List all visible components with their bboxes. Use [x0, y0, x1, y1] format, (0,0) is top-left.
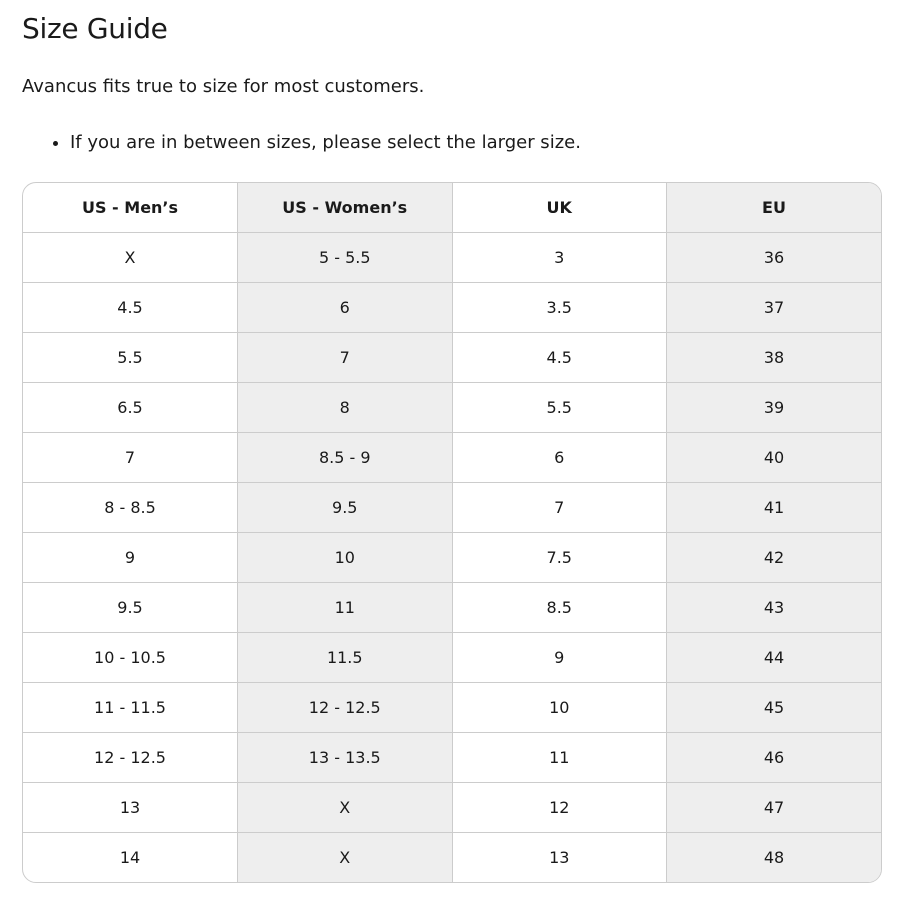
table-cell: 37	[666, 282, 881, 333]
table-row: 13 X 12 47	[23, 782, 881, 833]
table-cell: 4.5	[451, 332, 667, 383]
page-title: Size Guide	[22, 12, 168, 45]
table-cell: 13 - 13.5	[237, 732, 453, 783]
table-cell: 44	[666, 632, 881, 683]
table-cell: 11	[451, 732, 667, 783]
table-row: 11 - 11.5 12 - 12.5 10 45	[23, 682, 881, 733]
table-cell: 7	[451, 482, 667, 533]
table-cell: 6	[237, 282, 453, 333]
table-cell: 46	[666, 732, 881, 783]
table-cell: 7	[23, 432, 238, 483]
table-cell: 12	[451, 782, 667, 833]
table-cell: 5 - 5.5	[237, 232, 453, 283]
table-row: 9.5 11 8.5 43	[23, 582, 881, 633]
table-cell: X	[237, 782, 453, 833]
table-row: 6.5 8 5.5 39	[23, 382, 881, 433]
table-cell: 38	[666, 332, 881, 383]
table-cell: 5.5	[451, 382, 667, 433]
table-cell: 3.5	[451, 282, 667, 333]
table-row: 14 X 13 48	[23, 832, 881, 882]
table-cell: 12 - 12.5	[237, 682, 453, 733]
table-cell: 11 - 11.5	[23, 682, 238, 733]
intro-text: Avancus fits true to size for most custo…	[22, 76, 425, 97]
tips-list: If you are in between sizes, please sele…	[50, 132, 581, 153]
table-cell: 11	[237, 582, 453, 633]
table-row: 12 - 12.5 13 - 13.5 11 46	[23, 732, 881, 783]
table-row: 5.5 7 4.5 38	[23, 332, 881, 383]
table-cell: 10	[237, 532, 453, 583]
table-cell: 3	[451, 232, 667, 283]
table-cell: 8.5 - 9	[237, 432, 453, 483]
column-header: US - Men’s	[23, 183, 238, 233]
table-cell: 47	[666, 782, 881, 833]
table-row: 7 8.5 - 9 6 40	[23, 432, 881, 483]
table-cell: 6	[451, 432, 667, 483]
table-cell: 11.5	[237, 632, 453, 683]
table-cell: 9	[23, 532, 238, 583]
table-cell: 10	[451, 682, 667, 733]
table-cell: 12 - 12.5	[23, 732, 238, 783]
table-cell: 13	[23, 782, 238, 833]
table-row: 8 - 8.5 9.5 7 41	[23, 482, 881, 533]
table-cell: 41	[666, 482, 881, 533]
table-cell: 42	[666, 532, 881, 583]
table-cell: 6.5	[23, 382, 238, 433]
table-cell: 43	[666, 582, 881, 633]
table-cell: 36	[666, 232, 881, 283]
table-cell: 40	[666, 432, 881, 483]
table-cell: 8 - 8.5	[23, 482, 238, 533]
column-header: US - Women’s	[237, 183, 453, 233]
table-cell: X	[23, 232, 238, 283]
table-cell: 5.5	[23, 332, 238, 383]
column-header: EU	[666, 183, 881, 233]
table-row: 4.5 6 3.5 37	[23, 282, 881, 333]
table-cell: 4.5	[23, 282, 238, 333]
table-cell: 9.5	[23, 582, 238, 633]
table-cell: 7	[237, 332, 453, 383]
column-header: UK	[451, 183, 667, 233]
table-cell: 39	[666, 382, 881, 433]
table-cell: X	[237, 832, 453, 882]
table-cell: 7.5	[451, 532, 667, 583]
table-row: 10 - 10.5 11.5 9 44	[23, 632, 881, 683]
table-cell: 14	[23, 832, 238, 882]
table-cell: 9	[451, 632, 667, 683]
table-row: 9 10 7.5 42	[23, 532, 881, 583]
table-cell: 10 - 10.5	[23, 632, 238, 683]
table-cell: 13	[451, 832, 667, 882]
tip-item: If you are in between sizes, please sele…	[70, 132, 581, 153]
table-cell: 9.5	[237, 482, 453, 533]
table-cell: 8	[237, 382, 453, 433]
table-cell: 8.5	[451, 582, 667, 633]
table-cell: 48	[666, 832, 881, 882]
table-cell: 45	[666, 682, 881, 733]
table-header-row: US - Men’s US - Women’s UK EU	[23, 183, 881, 233]
